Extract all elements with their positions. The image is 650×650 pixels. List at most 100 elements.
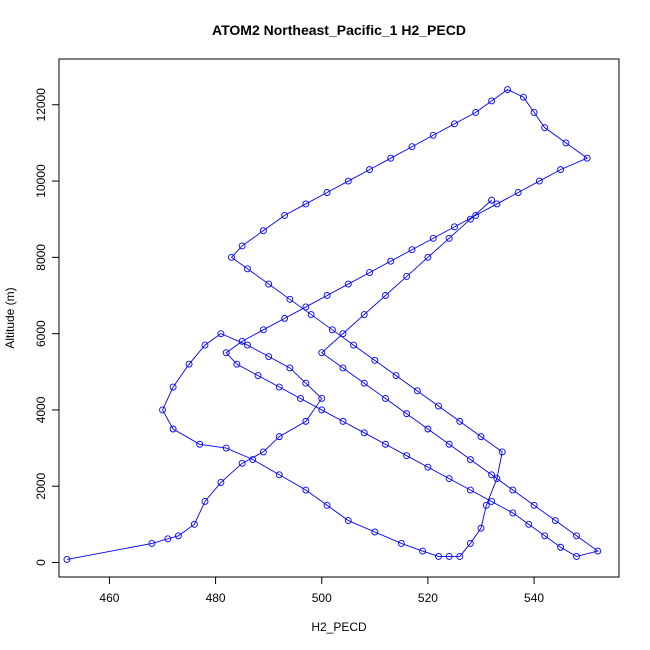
y-tick-label: 0	[34, 559, 48, 566]
x-tick-label: 460	[99, 591, 119, 605]
data-point	[265, 353, 273, 360]
data-point	[243, 265, 251, 273]
data-point	[466, 539, 474, 547]
data-point	[190, 520, 198, 528]
data-point	[488, 97, 496, 105]
data-point	[482, 501, 490, 509]
data-point	[302, 486, 310, 494]
data-point	[360, 429, 368, 437]
y-tick-label: 12000	[34, 88, 48, 122]
y-axis-label: Altitude (m)	[3, 287, 17, 348]
data-point	[466, 486, 474, 494]
data-point	[201, 341, 209, 349]
data-point	[302, 200, 310, 208]
data-point	[472, 108, 480, 116]
data-point	[259, 227, 267, 235]
data-point	[525, 520, 533, 528]
data-point	[275, 471, 283, 479]
data-point	[466, 215, 474, 223]
x-axis: 460 480 500 520 540	[99, 576, 544, 605]
data-point	[477, 433, 485, 441]
data-point	[419, 547, 427, 555]
y-tick-label: 4000	[34, 396, 48, 423]
data-point	[445, 552, 453, 560]
data-point	[254, 372, 262, 380]
data-point	[360, 311, 368, 319]
data-point	[509, 486, 517, 494]
data-point	[344, 177, 352, 185]
data-point	[63, 556, 71, 563]
data-point	[530, 501, 538, 509]
data-point	[196, 440, 204, 448]
data-point	[339, 364, 347, 372]
data-point	[472, 211, 480, 219]
data-point	[477, 524, 485, 532]
data-point	[371, 356, 379, 364]
data-point	[594, 547, 602, 555]
data-point	[493, 475, 501, 483]
data-point	[318, 395, 326, 402]
data-point	[514, 189, 522, 196]
data-point	[318, 406, 326, 414]
data-point	[397, 539, 405, 547]
data-point	[557, 543, 565, 551]
data-point	[424, 463, 432, 471]
data-point	[392, 372, 400, 380]
data-point	[148, 539, 156, 547]
data-point	[302, 379, 310, 387]
data-point	[228, 253, 235, 261]
data-point	[286, 295, 294, 303]
data-point	[541, 124, 549, 132]
data-point	[323, 501, 331, 509]
data-point	[445, 234, 453, 242]
data-point	[323, 292, 331, 299]
data-point	[557, 166, 565, 174]
data-point	[259, 326, 267, 334]
data-point	[159, 406, 166, 414]
data-point	[573, 532, 580, 540]
data-point	[573, 552, 580, 560]
data-point	[429, 131, 437, 139]
data-point	[445, 440, 453, 448]
data-point	[217, 330, 225, 338]
data-point	[297, 395, 304, 402]
data-point	[286, 364, 294, 372]
y-tick-label: 10000	[34, 164, 48, 198]
data-point	[429, 234, 437, 242]
data-point	[403, 452, 411, 460]
data-point	[265, 280, 273, 288]
plot-frame	[58, 58, 620, 578]
data-point	[371, 528, 379, 536]
data-point	[169, 383, 177, 391]
data-point	[339, 417, 347, 425]
data-point	[382, 395, 389, 402]
data-point	[366, 269, 373, 277]
data-point	[344, 517, 352, 524]
y-tick-label: 2000	[34, 473, 48, 500]
data-point	[238, 459, 246, 467]
data-point	[424, 253, 432, 261]
data-point	[541, 532, 549, 540]
data-point	[562, 139, 570, 147]
x-axis-label: H2_PECD	[311, 620, 367, 634]
data-point	[403, 410, 411, 418]
data-point	[456, 417, 464, 425]
data-point	[387, 257, 395, 265]
data-point	[238, 337, 246, 345]
y-tick-label: 8000	[34, 244, 48, 271]
data-point	[302, 303, 310, 311]
data-point	[488, 196, 496, 204]
data-point	[456, 552, 464, 560]
data-point	[328, 326, 336, 334]
data-point	[318, 349, 326, 357]
data-point	[451, 223, 458, 231]
data-point	[307, 311, 315, 319]
data-point	[259, 448, 267, 456]
data-point	[382, 292, 389, 299]
data-point	[339, 330, 347, 338]
data-point	[535, 177, 543, 185]
data-point	[344, 280, 352, 288]
data-point	[169, 425, 177, 433]
data-point	[217, 478, 225, 486]
